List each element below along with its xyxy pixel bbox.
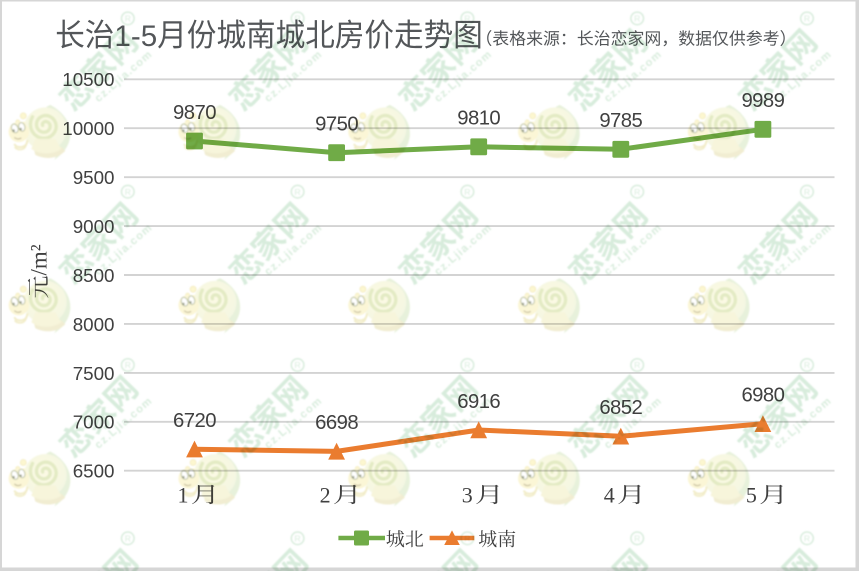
svg-text:8000: 8000 — [73, 314, 115, 335]
svg-text:2: 2 — [320, 482, 331, 507]
svg-text:5: 5 — [746, 482, 757, 507]
svg-text:7500: 7500 — [73, 363, 115, 384]
svg-text:9785: 9785 — [599, 110, 642, 132]
svg-text:3: 3 — [462, 482, 473, 507]
svg-text:9750: 9750 — [315, 114, 358, 136]
svg-text:6720: 6720 — [173, 410, 216, 432]
svg-text:6698: 6698 — [315, 412, 358, 434]
svg-text:1: 1 — [178, 482, 189, 507]
svg-text:/m²: /m² — [27, 244, 52, 275]
svg-text:6500: 6500 — [73, 461, 115, 482]
svg-text:4: 4 — [604, 482, 615, 507]
svg-text:10000: 10000 — [62, 118, 114, 139]
svg-text:9810: 9810 — [457, 108, 500, 130]
svg-text:6980: 6980 — [741, 385, 784, 407]
svg-text:9500: 9500 — [73, 167, 115, 188]
